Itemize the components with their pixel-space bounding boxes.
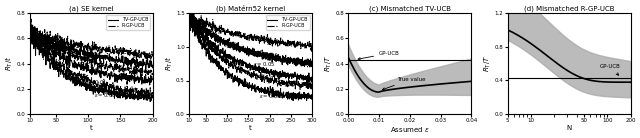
- Legend: TV-GP-UCB, R-GP-UCB: TV-GP-UCB, R-GP-UCB: [266, 15, 310, 30]
- Text: GP-UCB: GP-UCB: [358, 51, 400, 60]
- Y-axis label: $R_T/T$: $R_T/T$: [324, 55, 334, 72]
- X-axis label: Assumed $\epsilon$: Assumed $\epsilon$: [390, 125, 429, 134]
- Text: $\epsilon=0.01$: $\epsilon=0.01$: [255, 74, 277, 82]
- Text: $\epsilon=0.001$: $\epsilon=0.001$: [259, 92, 285, 100]
- Title: (a) SE kernel: (a) SE kernel: [69, 5, 113, 12]
- X-axis label: t: t: [249, 125, 252, 131]
- Text: True value: True value: [383, 77, 426, 90]
- X-axis label: N: N: [566, 125, 572, 131]
- Text: $\epsilon=0.001$: $\epsilon=0.001$: [95, 91, 120, 99]
- Title: (d) Mismatched R-GP-UCB: (d) Mismatched R-GP-UCB: [524, 5, 614, 12]
- X-axis label: t: t: [90, 125, 93, 131]
- Legend: TV-GP-UCB, R-GP-UCB: TV-GP-UCB, R-GP-UCB: [106, 15, 150, 30]
- Text: $\epsilon=0.05$: $\epsilon=0.05$: [253, 60, 275, 68]
- Y-axis label: $R_T/t$: $R_T/t$: [163, 56, 175, 71]
- Y-axis label: $R_T/T$: $R_T/T$: [483, 55, 493, 72]
- Y-axis label: $R_T/t$: $R_T/t$: [4, 56, 15, 71]
- Title: (b) Matérn52 kernel: (b) Matérn52 kernel: [216, 4, 285, 12]
- Text: $\epsilon=0.05$: $\epsilon=0.05$: [81, 65, 104, 73]
- Text: $\epsilon=0.01$: $\epsilon=0.01$: [84, 78, 107, 86]
- Title: (c) Mismatched TV-UCB: (c) Mismatched TV-UCB: [369, 5, 451, 12]
- Text: GP-UCB: GP-UCB: [600, 64, 621, 75]
